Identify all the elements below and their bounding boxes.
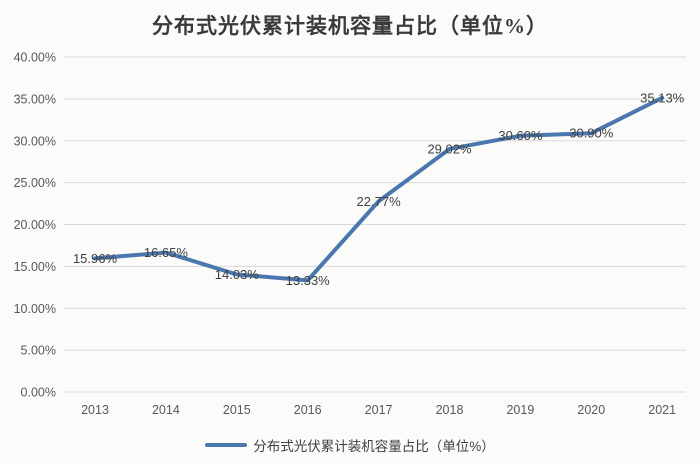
- x-axis-tick-label: 2019: [506, 403, 534, 417]
- y-axis-tick-label: 0.00%: [21, 386, 56, 400]
- series-line: [93, 95, 665, 283]
- data-label: 30.60%: [498, 128, 543, 143]
- y-axis-tick-label: 25.00%: [14, 176, 56, 190]
- x-axis-tick-label: 2017: [365, 403, 393, 417]
- y-axis-tick-label: 5.00%: [21, 344, 56, 358]
- x-axis-tick-label: 2015: [223, 403, 251, 417]
- y-axis-tick-label: 20.00%: [14, 218, 56, 232]
- y-axis-tick-label: 15.00%: [14, 260, 56, 274]
- data-label: 16.65%: [144, 245, 189, 260]
- data-label: 13.33%: [286, 273, 331, 288]
- y-axis-tick-label: 40.00%: [14, 51, 56, 65]
- x-axis-tick-label: 2021: [648, 403, 676, 417]
- x-axis-tick-label: 2016: [294, 403, 322, 417]
- data-label: 15.96%: [73, 251, 118, 266]
- y-axis-tick-label: 35.00%: [14, 92, 56, 106]
- data-label: 30.90%: [569, 126, 614, 141]
- data-label: 29.02%: [427, 141, 472, 156]
- data-label: 22.77%: [357, 194, 402, 209]
- x-axis-tick-label: 2020: [577, 403, 605, 417]
- legend-line-swatch: [205, 443, 248, 447]
- y-axis-tick-label: 30.00%: [14, 134, 56, 148]
- x-axis-tick-label: 2013: [81, 403, 109, 417]
- data-label: 35.13%: [640, 90, 685, 105]
- legend-label: 分布式光伏累计装机容量占比（单位%）: [253, 439, 495, 454]
- y-axis-tick-label: 10.00%: [14, 302, 56, 316]
- chart-title: 分布式光伏累计装机容量占比（单位%）: [152, 14, 548, 38]
- x-axis-tick-label: 2018: [436, 403, 464, 417]
- x-axis-tick-label: 2014: [152, 403, 180, 417]
- legend: 分布式光伏累计装机容量占比（单位%）: [0, 435, 700, 455]
- data-label: 14.03%: [215, 267, 260, 282]
